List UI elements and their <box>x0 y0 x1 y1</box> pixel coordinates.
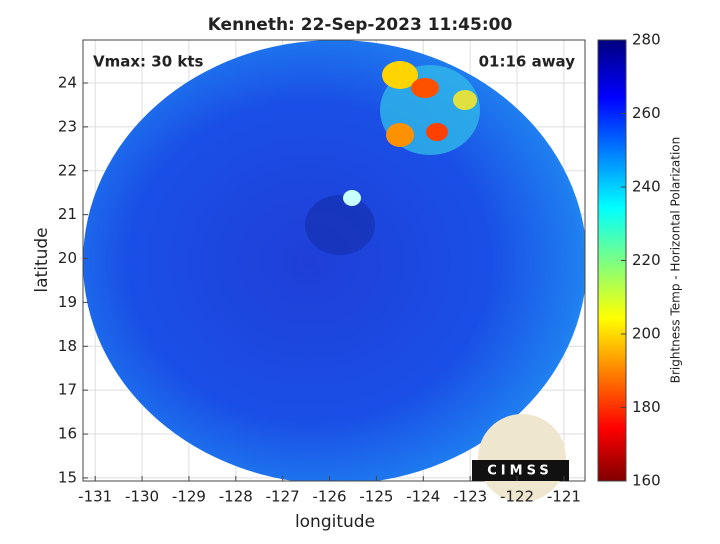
colorbar-tick-label: 260 <box>632 104 661 122</box>
x-tick-label: -131 <box>78 488 112 506</box>
colorbar-tick-label: 200 <box>632 325 661 343</box>
logo-band <box>472 460 569 481</box>
y-tick-label: 18 <box>58 337 77 355</box>
x-tick-label: -125 <box>359 488 393 506</box>
swath-disc <box>83 40 585 481</box>
x-tick-label: -126 <box>313 488 347 506</box>
y-tick-label: 22 <box>58 161 77 179</box>
colorbar-tick-label: 220 <box>632 251 661 269</box>
y-tick-label: 16 <box>58 425 77 443</box>
y-tick-label: 20 <box>58 249 77 267</box>
colorbar-tick-label: 240 <box>632 178 661 196</box>
convection <box>386 123 414 147</box>
x-tick-label: -129 <box>172 488 206 506</box>
convection <box>453 90 477 110</box>
colorbar-tick-label: 280 <box>632 31 661 49</box>
swath <box>83 40 585 481</box>
x-tick-label: -127 <box>266 488 300 506</box>
y-tick-label: 19 <box>58 293 77 311</box>
y-tick-label: 23 <box>58 117 77 135</box>
annotation: 01:16 away <box>479 53 576 71</box>
x-tick-label: -123 <box>453 488 487 506</box>
logo: CIMSS <box>472 414 569 502</box>
plot-frame <box>82 39 586 482</box>
x-tick-label: -128 <box>219 488 253 506</box>
shade <box>305 195 375 255</box>
colorbar-tick-label: 160 <box>632 472 661 490</box>
x-tick-label: -130 <box>125 488 159 506</box>
y-axis-label: latitude <box>32 227 52 292</box>
y-tick-label: 21 <box>58 205 77 223</box>
annotation: Vmax: 30 kts <box>93 53 203 71</box>
y-tick-label: 17 <box>58 381 77 399</box>
eye <box>343 190 361 206</box>
logo-text: CIMSS <box>487 464 552 479</box>
y-tick-label: 24 <box>58 74 77 92</box>
convection <box>426 123 448 141</box>
colorbar-label: Brightness Temp - Horizontal Polarizatio… <box>669 137 683 384</box>
convection <box>411 78 439 98</box>
chart-title: Kenneth: 22-Sep-2023 11:45:00 <box>208 15 513 35</box>
x-axis-label: longitude <box>295 512 375 532</box>
x-tick-label: -121 <box>547 488 581 506</box>
x-tick-label: -122 <box>500 488 534 506</box>
x-tick-label: -124 <box>406 488 440 506</box>
y-tick-label: 15 <box>58 468 77 486</box>
convection <box>382 61 418 89</box>
colorbar-tick-label: 180 <box>632 398 661 416</box>
